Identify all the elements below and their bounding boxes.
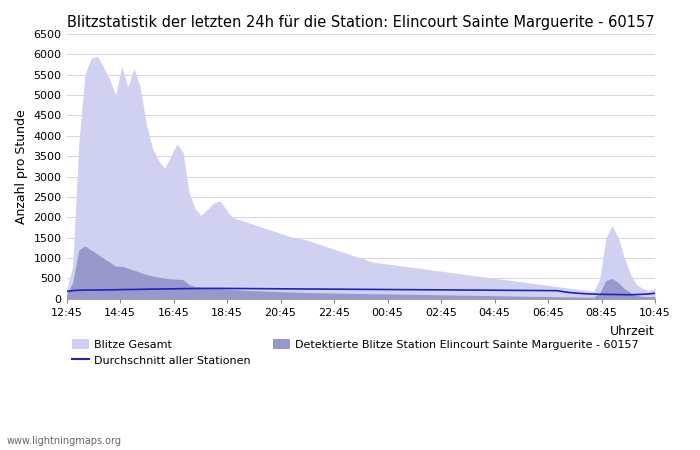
Legend: Blitze Gesamt, Durchschnitt aller Stationen, Detektierte Blitze Station Elincour: Blitze Gesamt, Durchschnitt aller Statio…: [72, 339, 639, 366]
Text: www.lightningmaps.org: www.lightningmaps.org: [7, 436, 122, 446]
Y-axis label: Anzahl pro Stunde: Anzahl pro Stunde: [15, 109, 28, 224]
Title: Blitzstatistik der letzten 24h für die Station: Elincourt Sainte Marguerite - 60: Blitzstatistik der letzten 24h für die S…: [67, 15, 655, 30]
Text: Uhrzeit: Uhrzeit: [610, 325, 655, 338]
